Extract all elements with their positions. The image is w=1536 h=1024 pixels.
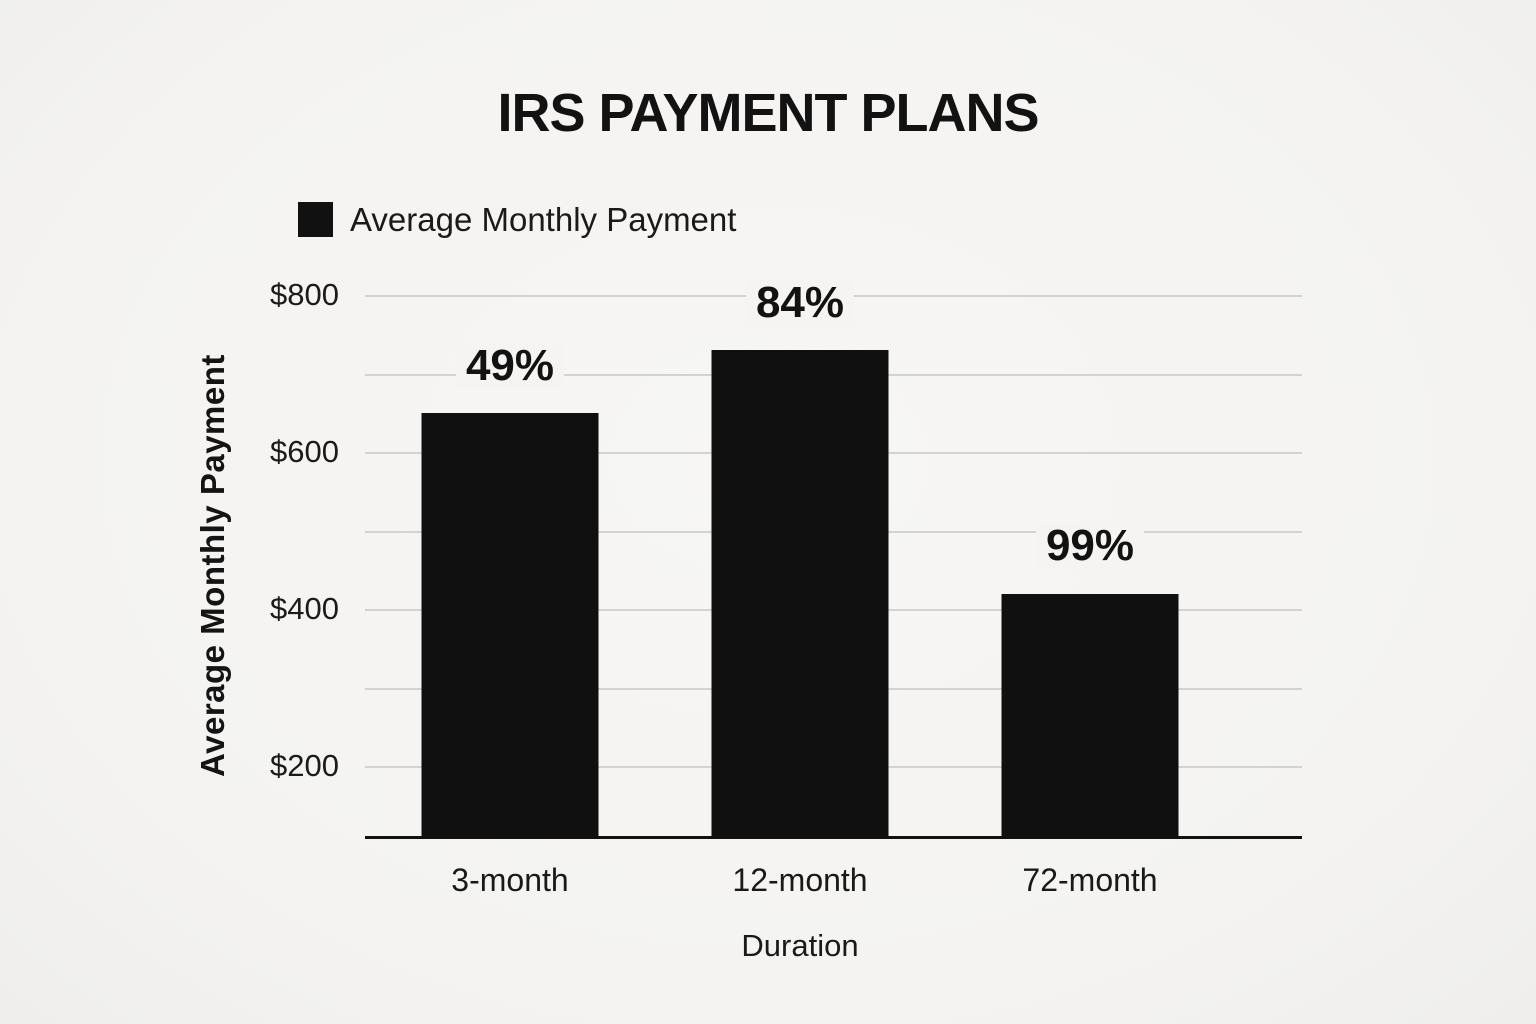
x-axis-title: Duration [741,928,859,963]
x-axis-line [365,836,1302,839]
legend-swatch-icon [298,202,333,237]
y-tick-label-400: $400 [270,591,339,627]
bar-band-3-month: 49% [365,295,655,837]
plot-area: 49% 84% 99% [365,279,1302,839]
bar-band-12-month: 84% [655,279,945,837]
legend: Average Monthly Payment [298,202,736,237]
y-tick-label-200: $200 [270,748,339,784]
bar-72-month [1001,593,1179,837]
x-tick-label-12-month: 12-month [732,862,868,898]
x-tick-label-72-month: 72-month [1022,862,1158,898]
bar-group: 49% 84% 99% [365,279,1235,837]
bar-value-label-72-month: 99% [1035,523,1145,570]
y-tick-label-800: $800 [270,277,339,312]
bar-12-month [711,350,889,837]
y-tick-label-600: $600 [270,434,339,470]
bar-3-month [421,412,599,837]
bar-value-label-12-month: 84% [745,279,855,326]
chart-title: IRS PAYMENT PLANS [497,83,1039,143]
x-tick-label-3-month: 3-month [451,862,569,898]
legend-label: Average Monthly Payment [350,201,737,238]
bar-band-72-month: 99% [945,295,1235,837]
bar-value-label-3-month: 49% [455,342,565,389]
